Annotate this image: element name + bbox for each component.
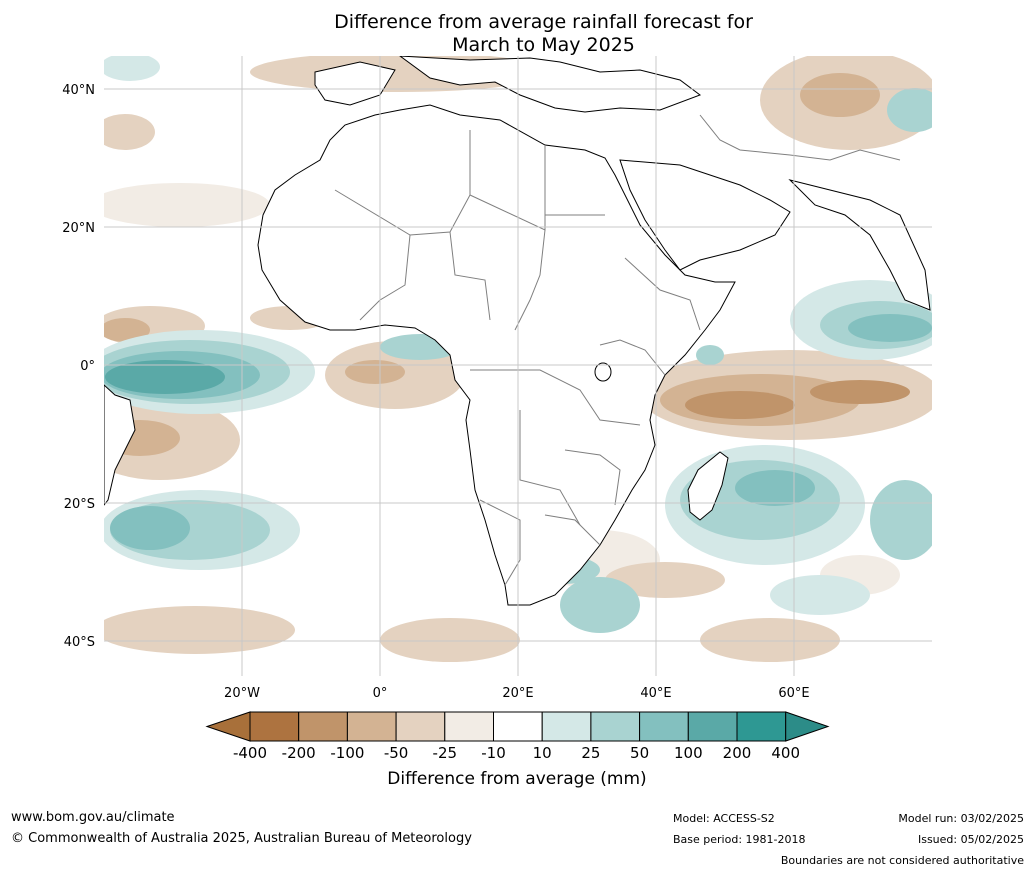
colorbar-swatch (493, 711, 543, 742)
colorbar-tick-label: -50 (383, 744, 409, 762)
colorbar-swatch (298, 711, 348, 742)
lon-label: 20°E (502, 686, 533, 701)
lat-label: 0° (80, 359, 95, 374)
lat-label: 20°S (64, 497, 95, 512)
colorbar-arrow-low (205, 711, 251, 742)
colorbar-swatch (736, 711, 787, 742)
issued-date: Issued: 05/02/2025 (917, 833, 1024, 846)
colorbar-swatch (249, 711, 300, 742)
lon-label: 40°E (640, 686, 671, 701)
colorbar-swatch (346, 711, 397, 742)
colorbar-tick-label: 10 (532, 744, 552, 762)
model-run-date: Model run: 03/02/2025 (898, 812, 1024, 825)
model-name: Model: ACCESS-S2 (673, 812, 775, 825)
africa-outline (257, 104, 736, 606)
colorbar-tick-label: -400 (232, 744, 268, 762)
coastlines (104, 56, 931, 606)
iberia-outline (314, 61, 396, 106)
map-panel (104, 56, 932, 676)
lake-victoria (594, 362, 612, 382)
colorbar-tick-label: 50 (630, 744, 650, 762)
website-link[interactable]: www.bom.gov.au/climate (11, 810, 175, 825)
dry-anomaly-areas (104, 56, 932, 662)
colorbar-tick-label: 100 (673, 744, 703, 762)
colorbar (205, 711, 830, 742)
colorbar-swatch (395, 711, 446, 742)
graticule (104, 56, 932, 676)
copyright-notice: © Commonwealth of Australia 2025, Austra… (11, 831, 472, 846)
map-title-line2: March to May 2025 (452, 34, 635, 56)
colorbar-swatch (590, 711, 641, 742)
colorbar-tick-label: 200 (722, 744, 752, 762)
country-boundaries (334, 114, 901, 586)
colorbar-swatch (444, 711, 494, 742)
map-title-line1: Difference from average rainfall forecas… (334, 11, 753, 33)
arabia-outline (619, 159, 791, 271)
longitude-labels: 20°W 0° 20°E 40°E 60°E (224, 686, 810, 701)
colorbar-tick-label: 25 (581, 744, 601, 762)
colorbar-tick-label: -25 (432, 744, 458, 762)
base-period: Base period: 1981-2018 (673, 833, 806, 846)
colorbar-tick-label: -10 (481, 744, 506, 762)
colorbar-tick-label: -100 (330, 744, 365, 762)
lat-label: 40°N (62, 83, 95, 98)
colorbar-tick-label: -200 (281, 744, 316, 762)
southwest-asia-outline (788, 179, 931, 311)
latitude-labels: 40°N 20°N 0° 20°S 40°S (62, 83, 95, 650)
colorbar-arrow-high (785, 711, 830, 742)
lat-label: 40°S (64, 635, 95, 650)
colorbar-swatch (639, 711, 689, 742)
lat-label: 20°N (62, 221, 95, 236)
lon-label: 20°W (224, 686, 260, 701)
boundaries-disclaimer: Boundaries are not considered authoritat… (780, 854, 1024, 867)
europe-outline (399, 56, 702, 113)
colorbar-swatch (541, 711, 592, 742)
lon-label: 60°E (778, 686, 809, 701)
lon-label: 0° (373, 686, 388, 701)
colorbar-swatch (687, 711, 738, 742)
colorbar-title: Difference from average (mm) (387, 769, 647, 789)
colorbar-tick-label: 400 (771, 744, 801, 762)
